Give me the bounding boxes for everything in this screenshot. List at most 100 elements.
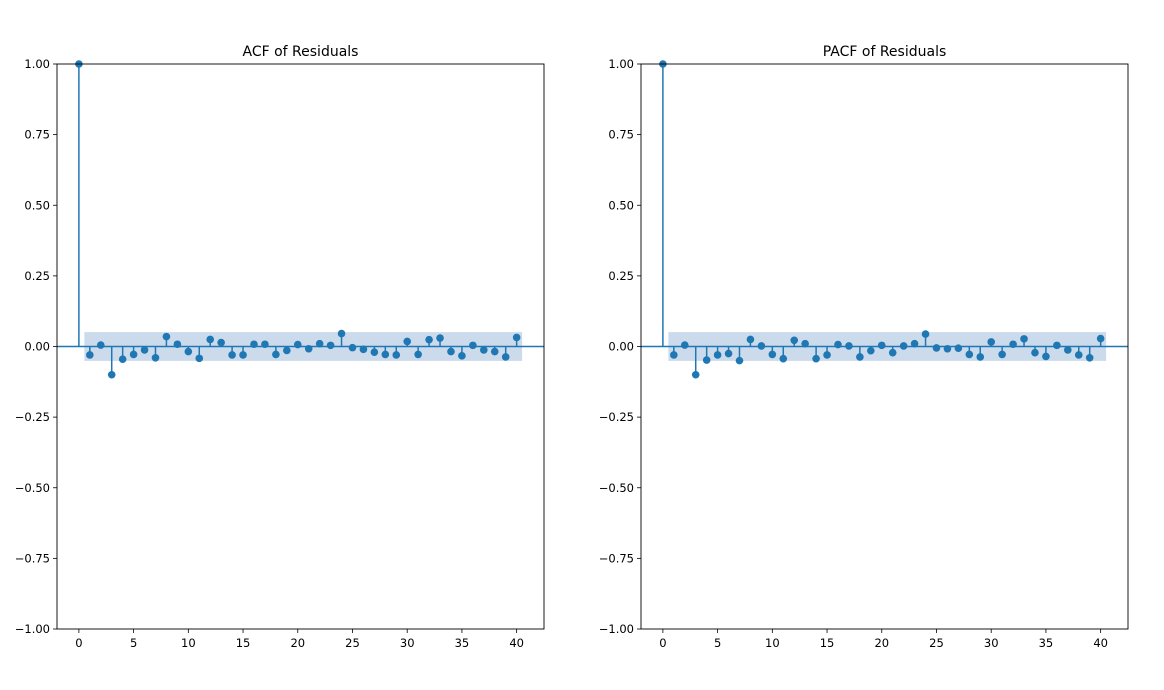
stem-marker <box>250 340 258 349</box>
stem-marker <box>195 354 204 363</box>
stem-marker <box>812 354 820 363</box>
y-tick-label: 1.00 <box>608 57 634 71</box>
stem-marker <box>976 353 985 361</box>
stem-marker <box>943 344 952 353</box>
stem-marker <box>1009 340 1017 349</box>
stem-marker <box>801 339 809 348</box>
stem-marker <box>790 336 799 345</box>
stem-marker <box>670 351 678 359</box>
pacf-plot: 0 5 10 15 20 25 30 35 40 −1.00 −0.75 −0.50 −0.25 0.00… <box>599 44 1129 650</box>
x-tick-label: 40 <box>1093 636 1108 650</box>
stem-marker <box>702 356 711 364</box>
stem-marker <box>447 347 455 356</box>
y-tick-label: 0.00 <box>24 340 50 354</box>
stem-marker <box>490 347 499 356</box>
stem-marker <box>877 341 886 350</box>
y-tick-label: 0.75 <box>608 128 634 142</box>
x-tick-label: 10 <box>765 636 780 650</box>
stem-marker <box>1042 352 1050 361</box>
stem-marker <box>1074 351 1083 359</box>
y-tick-label: 0.75 <box>24 128 50 142</box>
x-tick-label: 35 <box>455 636 470 650</box>
stem-marker <box>746 335 755 344</box>
stem-marker <box>954 344 963 352</box>
stem-marker <box>713 351 722 359</box>
stem-marker <box>86 351 94 359</box>
stem-marker <box>96 341 105 349</box>
stem-marker <box>987 338 996 346</box>
stem-marker <box>724 349 733 358</box>
stem-marker <box>348 343 357 352</box>
stem-marker <box>261 340 269 349</box>
stem-marker <box>392 351 401 359</box>
stem-marker <box>173 340 182 349</box>
stem-marker <box>779 354 788 363</box>
acf-plot: 0 5 10 15 20 25 30 35 40 −1.00 −0.75 −0.50 −0.25 0.00… <box>15 44 545 650</box>
x-tick-label: 10 <box>181 636 196 650</box>
stem-marker <box>184 347 193 356</box>
y-tick-label: −1.00 <box>15 622 50 636</box>
stem-marker <box>228 351 236 359</box>
stem-marker <box>501 353 510 361</box>
x-tick-label: 5 <box>130 636 137 650</box>
stem-marker <box>965 350 974 359</box>
stem-marker <box>735 356 744 365</box>
stem-marker <box>337 329 346 338</box>
stem-marker <box>414 350 422 359</box>
x-tick-label: 0 <box>659 636 666 650</box>
y-tick-label: 0.50 <box>24 198 50 212</box>
stem-marker <box>140 346 149 354</box>
stem-marker <box>856 353 864 361</box>
y-tick-label: 0.00 <box>608 340 634 354</box>
stem-marker <box>326 341 335 350</box>
stem-marker <box>304 344 313 353</box>
x-tick-label: 20 <box>290 636 305 650</box>
stem-marker <box>480 346 488 354</box>
x-tick-label: 20 <box>874 636 889 650</box>
stem-marker <box>370 348 379 356</box>
stem-marker <box>768 350 777 359</box>
stem-marker <box>283 346 291 355</box>
stem-marker <box>757 342 766 350</box>
y-tick-label: −0.25 <box>15 410 50 424</box>
stem-marker <box>206 335 215 344</box>
stem-marker <box>381 350 390 359</box>
y-tick-label: −0.50 <box>15 481 50 495</box>
stem-marker <box>151 354 160 362</box>
x-tick-label: 25 <box>929 636 944 650</box>
stem-marker <box>691 370 700 379</box>
y-tick-label: −0.75 <box>599 551 634 565</box>
stem-marker <box>845 342 853 350</box>
stem-marker <box>107 370 116 379</box>
x-tick-label: 0 <box>75 636 82 650</box>
stem-marker <box>834 340 842 349</box>
y-tick-label: −1.00 <box>599 622 634 636</box>
stem-marker <box>998 350 1006 359</box>
y-tick-label: −0.25 <box>599 410 634 424</box>
x-tick-label: 40 <box>509 636 524 650</box>
stem-marker <box>512 333 521 342</box>
stem-marker <box>888 348 897 357</box>
y-tick-label: 0.25 <box>24 269 50 283</box>
stem-marker <box>867 346 875 355</box>
stem-marker <box>1096 334 1105 343</box>
x-tick-label: 30 <box>400 636 415 650</box>
x-tick-label: 15 <box>236 636 251 650</box>
stem-marker <box>469 341 477 350</box>
stem-marker <box>1020 335 1028 343</box>
y-tick-label: 1.00 <box>24 57 50 71</box>
y-tick-label: −0.50 <box>599 481 634 495</box>
stem-marker <box>359 345 368 354</box>
stem-marker <box>899 342 908 350</box>
stem-marker <box>162 332 171 341</box>
stem-marker <box>217 338 225 347</box>
y-tick-label: 0.25 <box>608 269 634 283</box>
stem-marker <box>118 355 127 364</box>
stem-marker <box>921 330 930 338</box>
x-tick-label: 35 <box>1039 636 1054 650</box>
stem-marker <box>436 334 444 342</box>
stem-marker <box>1053 341 1061 350</box>
stem-marker <box>425 335 433 344</box>
stem-marker <box>1031 348 1039 357</box>
